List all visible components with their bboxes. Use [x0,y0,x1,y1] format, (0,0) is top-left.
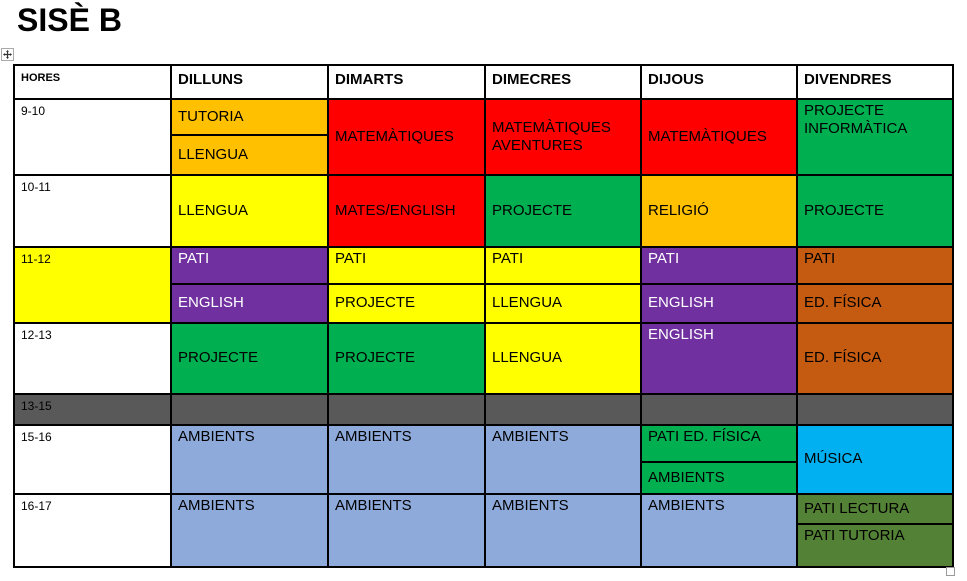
move-arrows-icon [3,50,12,59]
timetable: HORES DILLUNS DIMARTS DIMECRES DIJOUS DI… [13,64,954,568]
subject-cell[interactable]: PATI [486,248,640,285]
cell-13-15-dilluns[interactable] [172,395,329,426]
table-resize-handle[interactable] [946,567,955,576]
cell-12-13-dimecres[interactable]: LLENGUA [486,324,642,395]
subject-cell[interactable]: ENGLISH [172,285,327,322]
time-cell-13-15[interactable]: 13-15 [15,395,172,426]
cell-12-13-dimarts[interactable]: PROJECTE [329,324,486,395]
col-header-dilluns[interactable]: DILLUNS [172,66,329,100]
subject-cell[interactable]: PATI [172,248,327,285]
col-header-dijous[interactable]: DIJOUS [642,66,798,100]
cell-12-13-dijous[interactable]: ENGLISH [642,324,798,395]
cell-11-12-dilluns: PATI ENGLISH [172,248,329,324]
cell-10-11-dimarts[interactable]: MATES/ENGLISH [329,176,486,248]
col-header-divendres[interactable]: DIVENDRES [798,66,954,100]
cell-9-10-divendres[interactable]: PROJECTE INFORMÀTICA [798,100,954,176]
col-header-dimarts[interactable]: DIMARTS [329,66,486,100]
cell-16-17-dilluns[interactable]: AMBIENTS [172,495,329,568]
cell-11-12-dimecres: PATI LLENGUA [486,248,642,324]
cell-13-15-divendres[interactable] [798,395,954,426]
subject-cell[interactable]: PROJECTE [329,285,484,322]
cell-10-11-dimecres[interactable]: PROJECTE [486,176,642,248]
table-move-handle[interactable] [1,48,14,61]
subject-cell[interactable]: ENGLISH [642,285,796,322]
cell-13-15-dimecres[interactable] [486,395,642,426]
cell-13-15-dijous[interactable] [642,395,798,426]
subject-cell[interactable]: LLENGUA [172,136,327,174]
cell-10-11-dijous[interactable]: RELIGIÓ [642,176,798,248]
document-title: SISÈ B [17,2,122,38]
cell-9-10-dimarts[interactable]: MATEMÀTIQUES [329,100,486,176]
subject-cell[interactable]: AMBIENTS [642,463,796,493]
col-header-hores[interactable]: HORES [15,66,172,100]
cell-12-13-divendres[interactable]: ED. FÍSICA [798,324,954,395]
subject-cell[interactable]: TUTORIA [172,100,327,136]
cell-16-17-dimarts[interactable]: AMBIENTS [329,495,486,568]
time-cell-16-17[interactable]: 16-17 [15,495,172,568]
cell-9-10-dilluns: TUTORIA LLENGUA [172,100,329,176]
cell-11-12-dimarts: PATI PROJECTE [329,248,486,324]
cell-11-12-divendres: PATI ED. FÍSICA [798,248,954,324]
cell-10-11-divendres[interactable]: PROJECTE [798,176,954,248]
cell-11-12-dijous: PATI ENGLISH [642,248,798,324]
time-cell-10-11[interactable]: 10-11 [15,176,172,248]
time-cell-15-16[interactable]: 15-16 [15,426,172,495]
cell-10-11-dilluns[interactable]: LLENGUA [172,176,329,248]
subject-cell[interactable]: PATI [642,248,796,285]
subject-cell[interactable]: PATI LECTURA [798,495,952,525]
cell-15-16-dimarts[interactable]: AMBIENTS [329,426,486,495]
cell-16-17-dijous[interactable]: AMBIENTS [642,495,798,568]
cell-16-17-divendres: PATI LECTURA PATI TUTORIA [798,495,954,568]
cell-15-16-dijous: PATI ED. FÍSICA AMBIENTS [642,426,798,495]
cell-15-16-dilluns[interactable]: AMBIENTS [172,426,329,495]
col-header-dimecres[interactable]: DIMECRES [486,66,642,100]
cell-12-13-dilluns[interactable]: PROJECTE [172,324,329,395]
subject-cell[interactable]: LLENGUA [486,285,640,322]
cell-13-15-dimarts[interactable] [329,395,486,426]
time-cell-12-13[interactable]: 12-13 [15,324,172,395]
time-cell-11-12[interactable]: 11-12 [15,248,172,324]
cell-15-16-dimecres[interactable]: AMBIENTS [486,426,642,495]
cell-9-10-dimecres[interactable]: MATEMÀTIQUES AVENTURES [486,100,642,176]
subject-cell[interactable]: PATI [798,248,952,285]
cell-15-16-divendres[interactable]: MÚSICA [798,426,954,495]
subject-cell[interactable]: ED. FÍSICA [798,285,952,322]
cell-9-10-dijous[interactable]: MATEMÀTIQUES [642,100,798,176]
subject-cell[interactable]: PATI [329,248,484,285]
subject-cell[interactable]: PATI TUTORIA [798,525,952,566]
cell-16-17-dimecres[interactable]: AMBIENTS [486,495,642,568]
time-cell-9-10[interactable]: 9-10 [15,100,172,176]
subject-cell[interactable]: PATI ED. FÍSICA [642,426,796,463]
